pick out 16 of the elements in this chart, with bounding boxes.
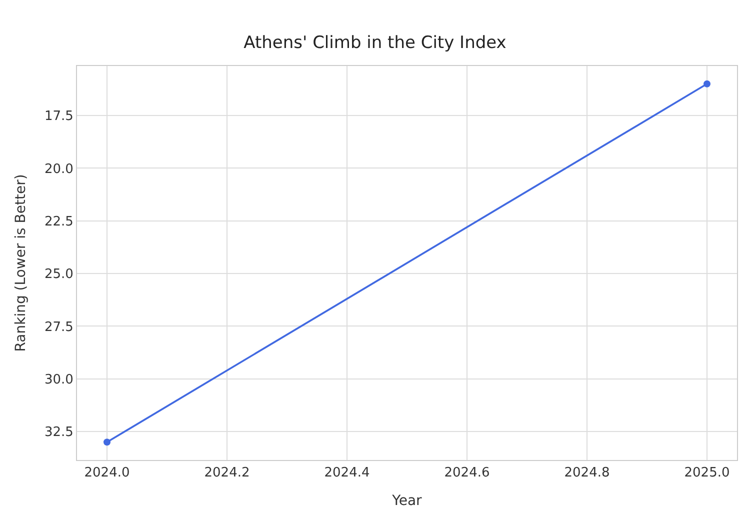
y-tick-label: 25.0 bbox=[44, 267, 74, 282]
x-tick-label: 2024.0 bbox=[84, 466, 130, 481]
y-axis-title: Ranking (Lower is Better) bbox=[13, 174, 30, 352]
x-tick-label: 2024.2 bbox=[204, 466, 250, 481]
x-axis-title: Year bbox=[391, 492, 422, 509]
x-tick-label: 2024.4 bbox=[324, 466, 370, 481]
x-tick-label: 2024.8 bbox=[564, 466, 610, 481]
y-tick-label: 17.5 bbox=[44, 109, 74, 124]
y-tick-label: 27.5 bbox=[44, 320, 74, 335]
y-tick-label: 32.5 bbox=[44, 425, 74, 440]
chart-title: Athens' Climb in the City Index bbox=[244, 33, 506, 54]
x-tick-label: 2024.6 bbox=[444, 466, 490, 481]
y-tick-label: 20.0 bbox=[44, 162, 74, 177]
x-tick-label: 2025.0 bbox=[684, 466, 730, 481]
y-tick-label: 30.0 bbox=[44, 372, 74, 388]
y-tick-label: 22.5 bbox=[44, 214, 74, 230]
